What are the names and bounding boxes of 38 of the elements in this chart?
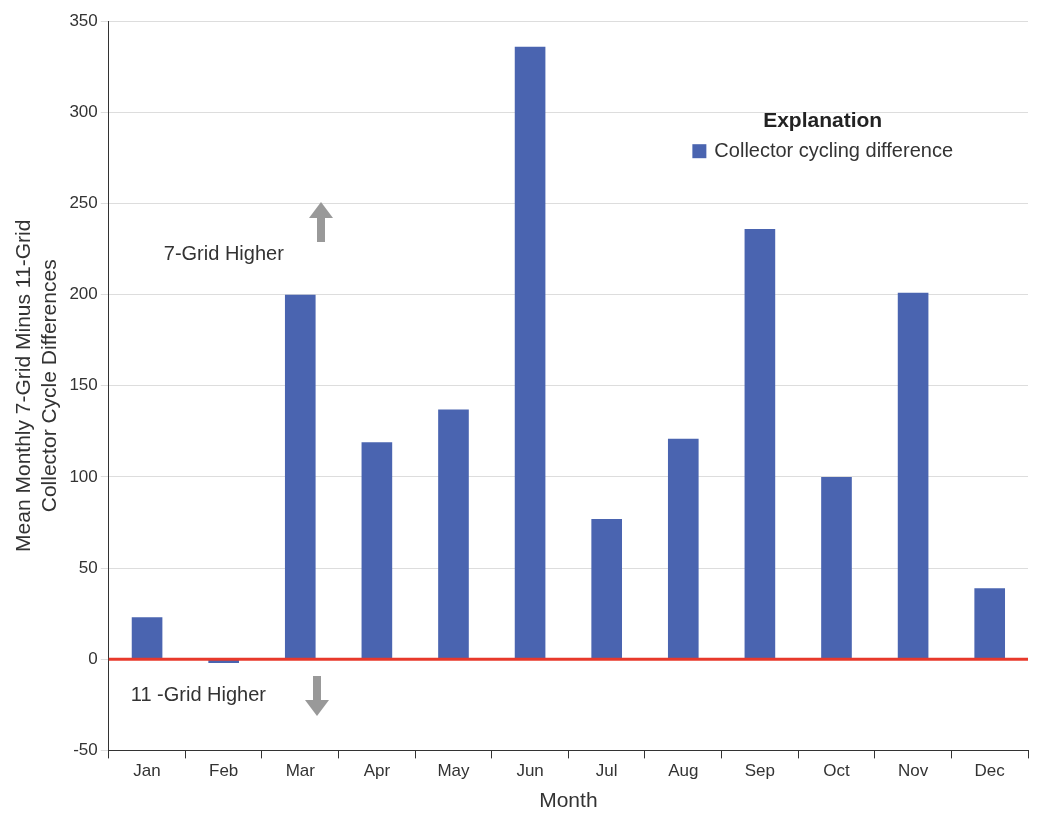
y-tick-label: 0 — [88, 648, 98, 668]
x-tick-label: Nov — [897, 761, 929, 781]
y-tick-label: 300 — [69, 102, 98, 122]
bar — [974, 588, 1006, 659]
y-tick-label: 50 — [78, 557, 98, 577]
x-tick-label: Feb — [209, 761, 239, 781]
y-tick-label: 200 — [69, 284, 98, 304]
x-tick-label: Sep — [744, 761, 776, 781]
bar — [667, 438, 699, 659]
bar — [591, 518, 622, 659]
annotation: 11 -Grid Higher — [130, 683, 267, 706]
bar — [438, 409, 469, 659]
y-tick-label: 100 — [69, 466, 98, 486]
bar — [821, 476, 852, 659]
x-tick-label: May — [437, 761, 471, 781]
bar — [284, 294, 316, 659]
bar — [514, 46, 546, 659]
x-axis-title: Month — [539, 788, 598, 812]
x-tick-label: Jun — [516, 761, 544, 781]
y-tick-label: 250 — [69, 193, 98, 213]
bar — [361, 442, 393, 659]
x-tick-label: Mar — [285, 761, 316, 781]
y-axis-title: Mean Monthly 7-Grid Minus 11-Grid Collector Cycle Differences — [11, 219, 60, 552]
bar — [897, 292, 929, 659]
bar — [131, 617, 163, 659]
x-tick-label: Apr — [363, 761, 391, 781]
y-tick-label: 150 — [69, 375, 98, 395]
x-tick-label: Oct — [823, 761, 850, 781]
legend-label: Collector cycling difference — [714, 138, 954, 161]
y-tick-label: -50 — [73, 740, 98, 760]
y-tick-label: 350 — [69, 10, 98, 30]
annotation: 7-Grid Higher — [163, 242, 285, 265]
x-tick-label: Dec — [974, 761, 1006, 781]
x-tick-label: Jan — [133, 761, 161, 781]
bar — [744, 229, 776, 659]
x-tick-label: Jul — [595, 761, 618, 781]
x-tick-label: Aug — [668, 761, 699, 781]
legend-title: Explanation — [763, 108, 883, 131]
